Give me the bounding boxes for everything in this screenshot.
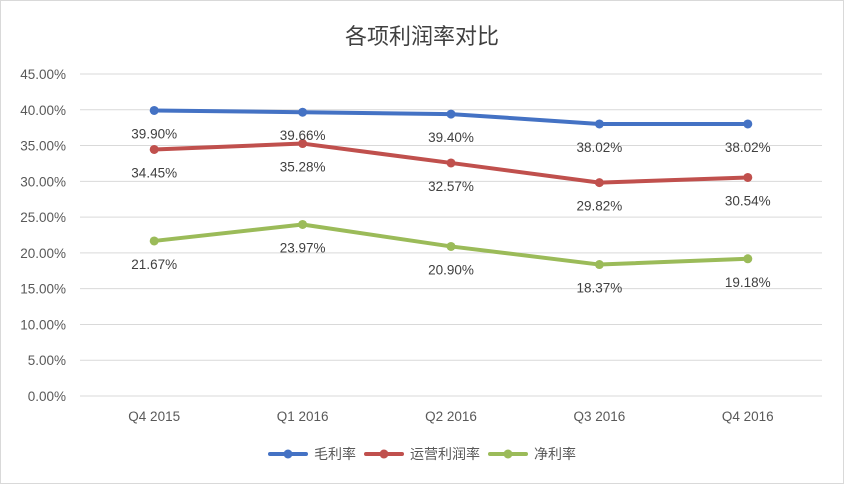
data-label: 39.66% xyxy=(280,128,326,143)
y-tick-label: 40.00% xyxy=(20,103,66,118)
legend-item: 运营利润率 xyxy=(364,446,480,463)
x-tick-label: Q1 2016 xyxy=(277,409,329,424)
legend-label: 净利率 xyxy=(534,446,576,463)
y-tick-label: 15.00% xyxy=(20,282,66,297)
data-label: 38.02% xyxy=(725,140,771,155)
data-labels: 39.90% 39.66% 39.40% 38.02% 38.02% 34.45% 35.2… xyxy=(131,126,770,295)
data-point xyxy=(446,109,456,119)
data-label: 21.67% xyxy=(131,257,177,272)
x-tick-label: Q4 2016 xyxy=(722,409,774,424)
data-point xyxy=(298,139,308,149)
data-point xyxy=(743,172,753,182)
data-label: 20.90% xyxy=(428,262,474,277)
y-tick-label: 25.00% xyxy=(20,210,66,225)
y-tick-label: 20.00% xyxy=(20,246,66,261)
legend-label: 毛利率 xyxy=(314,446,356,463)
data-point xyxy=(594,260,604,270)
legend-marker xyxy=(379,449,389,459)
data-label: 32.57% xyxy=(428,179,474,194)
legend-label: 运营利润率 xyxy=(410,446,480,463)
x-tick-label: Q4 2015 xyxy=(128,409,180,424)
legend: 毛利率 运营利润率 净利率 xyxy=(268,446,576,463)
data-point xyxy=(149,105,159,115)
data-label: 29.82% xyxy=(577,199,623,214)
data-label: 30.54% xyxy=(725,193,771,208)
y-axis-ticks: 0.00% 5.00% 10.00% 15.00% 20.00% 25.00% 30.00%… xyxy=(20,67,66,404)
data-label: 34.45% xyxy=(131,165,177,180)
data-point xyxy=(743,119,753,129)
x-tick-label: Q3 2016 xyxy=(574,409,626,424)
chart-title: 各项利润率对比 xyxy=(345,25,499,50)
data-label: 39.90% xyxy=(131,126,177,141)
data-label: 39.40% xyxy=(428,130,474,145)
y-tick-label: 10.00% xyxy=(20,317,66,332)
legend-item: 净利率 xyxy=(488,446,576,463)
data-label: 35.28% xyxy=(280,160,326,175)
legend-marker xyxy=(503,449,513,459)
y-tick-label: 35.00% xyxy=(20,139,66,154)
y-tick-label: 45.00% xyxy=(20,67,66,82)
y-tick-label: 30.00% xyxy=(20,174,66,189)
series-lines xyxy=(149,105,753,270)
data-point xyxy=(743,254,753,264)
data-point xyxy=(594,119,604,129)
data-label: 23.97% xyxy=(280,240,326,255)
y-tick-label: 5.00% xyxy=(28,353,66,368)
x-axis-ticks: Q4 2015 Q1 2016 Q2 2016 Q3 2016 Q4 2016 xyxy=(128,409,773,424)
data-point xyxy=(298,219,308,229)
y-tick-label: 0.00% xyxy=(28,389,66,404)
data-label: 19.18% xyxy=(725,275,771,290)
data-point xyxy=(149,144,159,154)
x-tick-label: Q2 2016 xyxy=(425,409,477,424)
data-point xyxy=(446,241,456,251)
data-point xyxy=(298,107,308,117)
data-label: 18.37% xyxy=(577,281,623,296)
legend-marker xyxy=(283,449,293,459)
data-point xyxy=(446,158,456,168)
data-point xyxy=(149,236,159,246)
legend-item: 毛利率 xyxy=(268,446,356,463)
data-point xyxy=(594,178,604,188)
data-label: 38.02% xyxy=(577,140,623,155)
